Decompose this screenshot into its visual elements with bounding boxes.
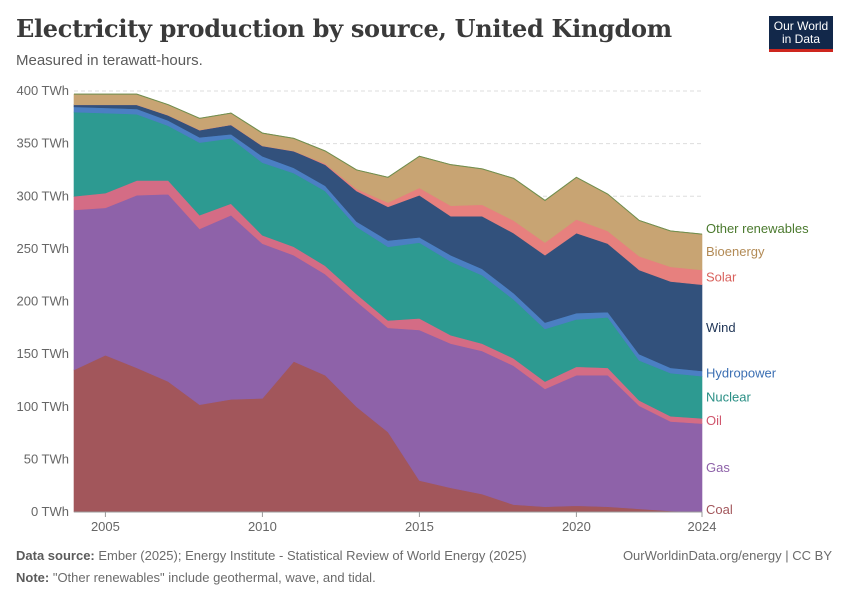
y-tick-label: 50 TWh bbox=[24, 451, 69, 466]
legend-label-nuclear[interactable]: Nuclear bbox=[706, 389, 751, 404]
x-tick-label: 2005 bbox=[91, 519, 120, 534]
logo-line-1: Our World bbox=[773, 19, 829, 33]
data-source-text[interactable]: Ember (2025); Energy Institute - Statist… bbox=[94, 548, 527, 563]
y-tick-label: 100 TWh bbox=[16, 399, 69, 414]
x-tick-label: 2010 bbox=[248, 519, 277, 534]
y-tick-label: 250 TWh bbox=[16, 241, 69, 256]
data-source-label: Data source: bbox=[16, 548, 95, 563]
x-tick-label: 2020 bbox=[562, 519, 591, 534]
y-tick-label: 300 TWh bbox=[16, 188, 69, 203]
legend-label-solar[interactable]: Solar bbox=[706, 269, 737, 284]
credit-link[interactable]: OurWorldinData.org/energy | CC BY bbox=[622, 548, 832, 563]
x-tick-label: 2024 bbox=[688, 519, 717, 534]
chart-subtitle: Measured in terawatt-hours. bbox=[16, 52, 203, 69]
legend-label-hydropower[interactable]: Hydropower bbox=[706, 366, 777, 381]
note-label: Note: bbox=[16, 570, 50, 585]
x-tick-label: 2015 bbox=[405, 519, 434, 534]
legend-label-gas[interactable]: Gas bbox=[706, 460, 730, 475]
y-tick-label: 0 TWh bbox=[31, 504, 69, 519]
legend-label-bioenergy[interactable]: Bioenergy bbox=[706, 244, 765, 259]
note-text: "Other renewables" include geothermal, w… bbox=[49, 570, 376, 585]
y-tick-label: 350 TWh bbox=[16, 136, 69, 151]
y-tick-label: 200 TWh bbox=[16, 294, 69, 309]
logo-line-2: in Data bbox=[781, 32, 821, 46]
legend-label-other-renewables[interactable]: Other renewables bbox=[706, 221, 809, 236]
y-tick-label: 150 TWh bbox=[16, 346, 69, 361]
legend-label-wind[interactable]: Wind bbox=[706, 320, 736, 335]
legend-label-oil[interactable]: Oil bbox=[706, 413, 722, 428]
y-tick-label: 400 TWh bbox=[16, 83, 69, 98]
legend-label-coal[interactable]: Coal bbox=[706, 502, 733, 517]
chart-note: Note: "Other renewables" include geother… bbox=[16, 570, 376, 585]
data-source: Data source: Ember (2025); Energy Instit… bbox=[16, 548, 527, 563]
owid-logo[interactable]: Our World in Data bbox=[769, 16, 833, 52]
chart-title: Electricity production by source, United… bbox=[16, 14, 672, 43]
area-edge bbox=[74, 93, 703, 235]
